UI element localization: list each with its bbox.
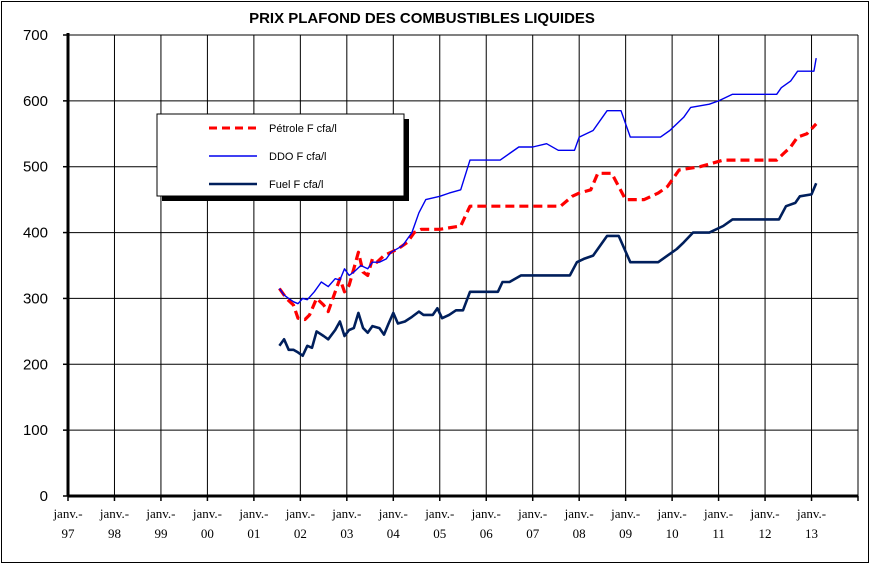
series-line-2 (278, 57, 817, 305)
x-tick-label: janv.- (610, 506, 640, 521)
y-tick-label: 400 (23, 225, 48, 242)
x-tick-label: janv.- (703, 506, 733, 521)
y-tick-label: 100 (23, 422, 48, 439)
x-tick-label: janv.- (192, 506, 222, 521)
x-tick-label-year: 10 (666, 526, 679, 541)
x-tick-label-year: 98 (108, 526, 121, 541)
y-tick-label: 700 (23, 27, 48, 44)
x-tick-label-year: 11 (712, 526, 725, 541)
x-tick-label-year: 09 (619, 526, 632, 541)
x-tick-label: janv.- (331, 506, 361, 521)
x-tick-label: janv.- (285, 506, 315, 521)
y-tick-label: 200 (23, 356, 48, 373)
x-tick-label: janv.- (517, 506, 547, 521)
x-tick-label-year: 13 (805, 526, 818, 541)
x-tick-label: janv.- (99, 506, 129, 521)
x-tick-label-year: 02 (294, 526, 307, 541)
x-tick-label-year: 06 (480, 526, 494, 541)
series-line-3 (278, 182, 818, 357)
y-tick-label: 0 (40, 488, 48, 505)
x-tick-label: janv.- (424, 506, 454, 521)
x-tick-label-year: 99 (154, 526, 167, 541)
y-tick-label: 600 (23, 93, 48, 110)
legend-label-1: Pétrole F cfa/l (269, 123, 337, 135)
y-tick-label: 300 (23, 290, 48, 307)
legend-label-3: Fuel F cfa/l (269, 179, 323, 191)
x-tick-label-year: 12 (759, 526, 772, 541)
x-tick-label-year: 97 (62, 526, 76, 541)
legend-box (156, 113, 405, 197)
x-tick-label-year: 03 (340, 526, 353, 541)
x-tick-label-year: 01 (247, 526, 260, 541)
plot-area (68, 35, 858, 496)
x-tick-label-year: 00 (201, 526, 214, 541)
x-tick-label: janv.- (564, 506, 594, 521)
x-tick-label-year: 07 (526, 526, 540, 541)
x-tick-label: janv.- (657, 506, 687, 521)
x-tick-label: janv.- (145, 506, 175, 521)
series-line-1 (278, 122, 818, 322)
x-tick-label-year: 04 (387, 526, 401, 541)
x-tick-label: janv.- (471, 506, 501, 521)
x-tick-label: janv.- (796, 506, 826, 521)
chart-title: PRIX PLAFOND DES COMBUSTIBLES LIQUIDES (249, 10, 595, 27)
x-tick-label: janv.- (238, 506, 268, 521)
x-tick-label: janv.- (52, 506, 82, 521)
x-tick-label: janv.- (749, 506, 779, 521)
y-tick-label: 500 (23, 159, 48, 176)
x-tick-label: janv.- (378, 506, 408, 521)
x-tick-label-year: 08 (573, 526, 586, 541)
x-tick-label-year: 05 (433, 526, 446, 541)
legend-label-2: DDO F cfa/l (269, 151, 326, 163)
